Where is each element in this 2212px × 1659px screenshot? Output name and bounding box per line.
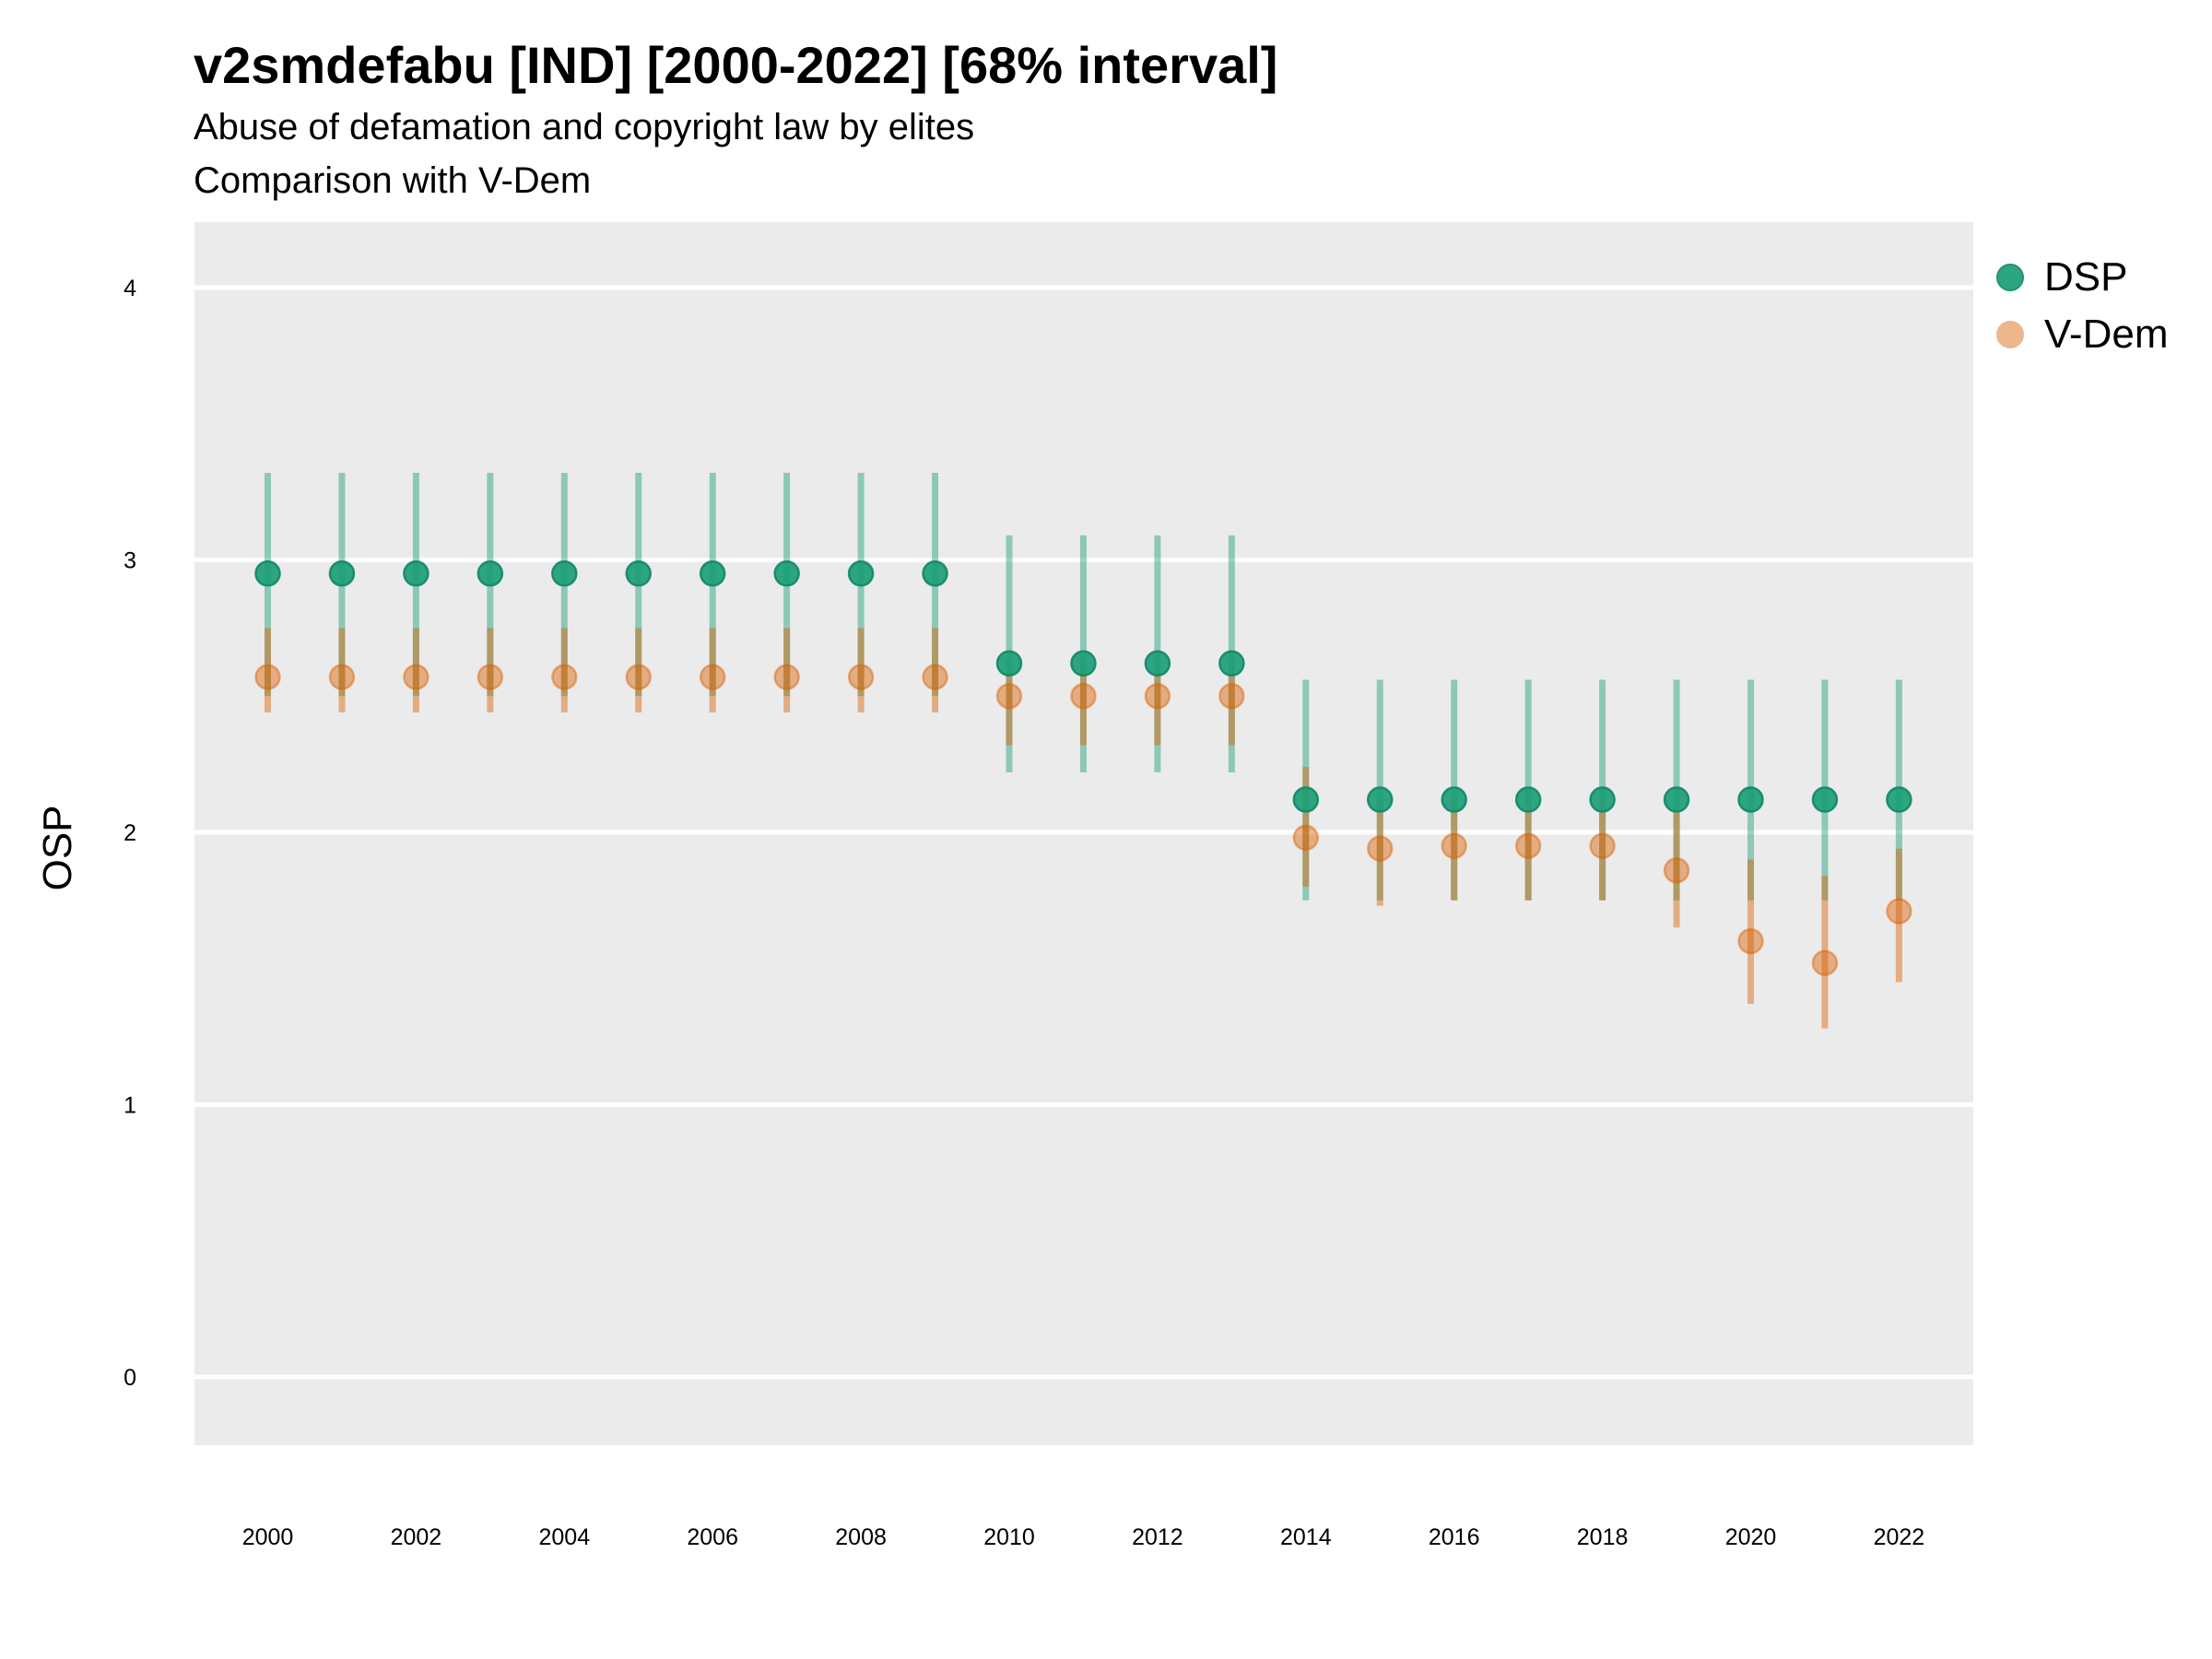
data-point bbox=[847, 560, 875, 587]
chart-title: v2smdefabu [IND] [2000-2022] [68% interv… bbox=[194, 36, 1278, 94]
data-point bbox=[403, 560, 429, 587]
data-point bbox=[1663, 786, 1690, 813]
x-tick-label: 2006 bbox=[687, 1524, 738, 1550]
series-v-dem-points bbox=[254, 664, 1912, 977]
data-point bbox=[1811, 786, 1839, 813]
legend-label: V-Dem bbox=[2044, 312, 2169, 357]
data-point bbox=[254, 664, 281, 690]
chart-subtitle-comparison: Comparison with V-Dem bbox=[194, 160, 592, 201]
data-point bbox=[1292, 786, 1320, 813]
data-point bbox=[699, 560, 726, 587]
data-point bbox=[551, 560, 578, 587]
series-v-dem-intervals bbox=[265, 628, 1902, 1029]
data-point bbox=[477, 560, 504, 587]
data-point bbox=[1218, 683, 1245, 710]
y-axis-label: OSP bbox=[35, 806, 80, 891]
y-tick-label: 0 bbox=[124, 1365, 136, 1391]
x-tick-label: 2020 bbox=[1725, 1524, 1777, 1550]
data-point bbox=[847, 664, 875, 690]
chart-subtitle: Abuse of defamation and copyright law by… bbox=[194, 107, 975, 147]
legend-key bbox=[1996, 321, 2024, 348]
data-point bbox=[1811, 949, 1839, 977]
x-tick-label: 2014 bbox=[1280, 1524, 1332, 1550]
data-point bbox=[1886, 898, 1912, 924]
series-dsp-points bbox=[254, 560, 1912, 813]
data-point bbox=[995, 650, 1023, 677]
y-tick-label: 4 bbox=[124, 276, 136, 301]
data-point bbox=[1441, 832, 1467, 860]
data-point bbox=[1144, 683, 1171, 710]
x-tick-label: 2008 bbox=[835, 1524, 887, 1550]
y-tick-label: 3 bbox=[124, 548, 136, 574]
data-point bbox=[625, 664, 652, 690]
data-point bbox=[1070, 650, 1097, 677]
data-point bbox=[254, 560, 281, 587]
x-tick-label: 2022 bbox=[1874, 1524, 1925, 1550]
data-point bbox=[922, 560, 948, 587]
data-point bbox=[1514, 786, 1542, 813]
data-point bbox=[1589, 786, 1616, 813]
data-point bbox=[403, 664, 429, 690]
data-point bbox=[1441, 786, 1467, 813]
data-point bbox=[1663, 857, 1690, 884]
legend-item-v-dem: V-Dem bbox=[1996, 306, 2168, 363]
data-point bbox=[699, 664, 726, 690]
y-tick-label: 2 bbox=[124, 820, 136, 846]
data-point bbox=[328, 560, 356, 587]
data-point bbox=[625, 560, 652, 587]
data-point bbox=[922, 664, 948, 690]
x-tick-label: 2010 bbox=[983, 1524, 1035, 1550]
data-point bbox=[1737, 786, 1764, 813]
data-point bbox=[1292, 824, 1320, 852]
data-point bbox=[773, 560, 800, 587]
data-point bbox=[328, 664, 356, 690]
data-point bbox=[1218, 650, 1245, 677]
data-point bbox=[1367, 835, 1394, 862]
legend: DSP V-Dem bbox=[1996, 249, 2168, 363]
x-tick-label: 2012 bbox=[1132, 1524, 1183, 1550]
data-point bbox=[1144, 650, 1171, 677]
y-tick-label: 1 bbox=[124, 1093, 136, 1119]
data-point bbox=[1737, 927, 1764, 955]
data-point bbox=[551, 664, 578, 690]
data-point bbox=[1886, 786, 1912, 813]
x-tick-label: 2004 bbox=[538, 1524, 590, 1550]
x-tick-label: 2002 bbox=[391, 1524, 442, 1550]
legend-label: DSP bbox=[2044, 254, 2128, 300]
data-point bbox=[1367, 786, 1394, 813]
data-point bbox=[1589, 832, 1616, 860]
x-tick-label: 2000 bbox=[242, 1524, 294, 1550]
x-tick-label: 2016 bbox=[1429, 1524, 1480, 1550]
x-tick-label: 2018 bbox=[1577, 1524, 1629, 1550]
data-point bbox=[773, 664, 800, 690]
legend-key bbox=[1996, 264, 2024, 291]
data-point bbox=[1514, 832, 1542, 860]
legend-item-dsp: DSP bbox=[1996, 249, 2168, 306]
data-point bbox=[1070, 683, 1097, 710]
data-point bbox=[995, 683, 1023, 710]
data-point bbox=[477, 664, 504, 690]
